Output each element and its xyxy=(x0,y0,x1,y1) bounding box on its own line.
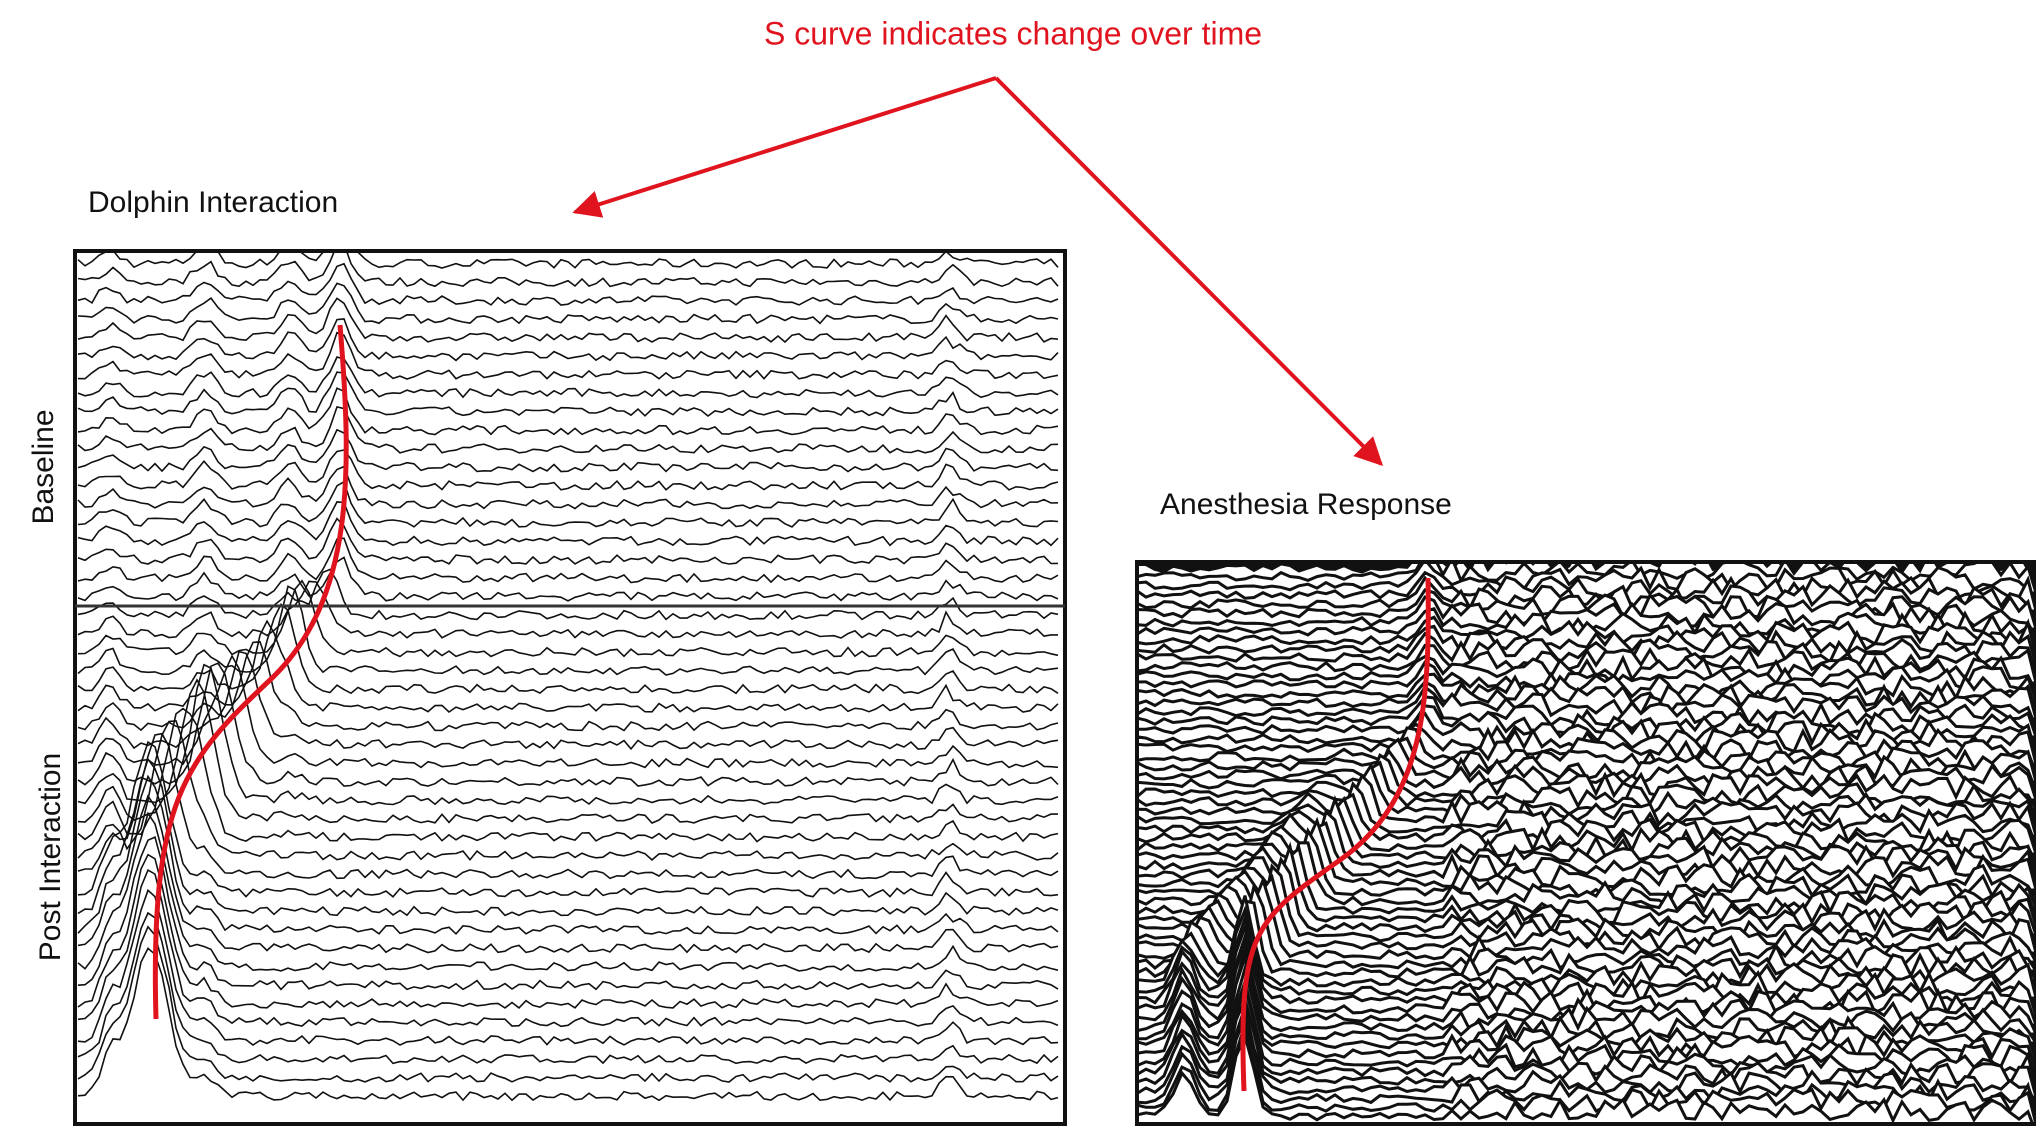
trace xyxy=(78,372,1058,416)
waterfall-right xyxy=(1137,542,2036,1128)
trace xyxy=(78,656,1058,768)
trace xyxy=(78,450,1058,490)
annotation: S curve indicates change over time xyxy=(764,15,1262,51)
trace xyxy=(78,665,1058,805)
trace xyxy=(78,538,1058,582)
trace xyxy=(78,777,1058,934)
trace xyxy=(78,228,1058,269)
panel-frame xyxy=(75,251,1065,1124)
arrow xyxy=(996,78,1381,464)
figure: S curve indicates change over time Dolph… xyxy=(0,0,2036,1128)
trace xyxy=(78,759,1058,915)
axis-label: Post Interaction xyxy=(34,753,67,961)
panel-title: Anesthesia Response xyxy=(1160,488,1452,521)
trace xyxy=(78,837,1058,989)
trace xyxy=(78,855,1058,1008)
page: S curve indicates change over time Dolph… xyxy=(0,0,2036,1128)
trace xyxy=(78,581,1058,638)
trace xyxy=(78,264,1058,305)
arrow xyxy=(575,78,996,212)
axis-label: Baseline xyxy=(27,409,60,524)
trace xyxy=(78,680,1058,823)
panel-title: Dolphin Interaction xyxy=(88,186,338,219)
trace xyxy=(78,502,1058,546)
waterfall-left xyxy=(78,228,1058,1101)
trace xyxy=(78,430,1058,472)
trace xyxy=(78,642,1058,731)
